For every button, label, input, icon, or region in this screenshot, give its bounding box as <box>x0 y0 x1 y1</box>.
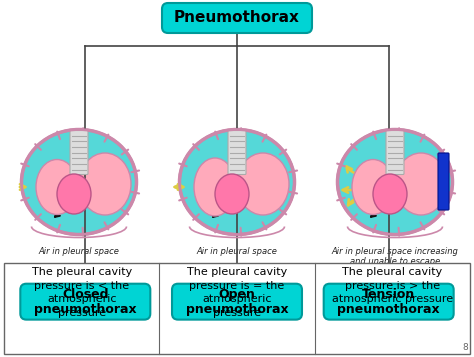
FancyBboxPatch shape <box>70 131 88 175</box>
FancyBboxPatch shape <box>20 284 150 320</box>
Text: 8: 8 <box>462 343 468 352</box>
Ellipse shape <box>21 130 137 235</box>
FancyBboxPatch shape <box>4 263 470 354</box>
Ellipse shape <box>337 130 453 235</box>
Ellipse shape <box>180 130 294 235</box>
Ellipse shape <box>352 160 394 215</box>
Text: The pleural cavity
pressure is = the
atmospheric
pressure: The pleural cavity pressure is = the atm… <box>187 267 287 318</box>
FancyBboxPatch shape <box>228 131 246 175</box>
FancyBboxPatch shape <box>324 284 454 320</box>
Text: Pneumothorax: Pneumothorax <box>174 10 300 25</box>
Ellipse shape <box>57 174 91 214</box>
FancyBboxPatch shape <box>162 3 312 33</box>
Text: Tension
pneumothorax: Tension pneumothorax <box>337 288 440 316</box>
FancyBboxPatch shape <box>172 284 302 320</box>
Text: The pleural cavity
pressure is > the
atmospheric pressure: The pleural cavity pressure is > the atm… <box>332 267 453 304</box>
FancyBboxPatch shape <box>386 131 404 175</box>
Ellipse shape <box>194 158 236 216</box>
Ellipse shape <box>36 160 78 215</box>
Ellipse shape <box>215 174 249 214</box>
Ellipse shape <box>79 153 131 215</box>
Text: Air in pleural space: Air in pleural space <box>197 247 277 256</box>
Text: Open
pneumothorax: Open pneumothorax <box>186 288 288 316</box>
Text: Air in pleural space increasing
and unable to escape: Air in pleural space increasing and unab… <box>331 247 458 266</box>
Ellipse shape <box>237 153 289 215</box>
FancyBboxPatch shape <box>438 153 449 210</box>
Ellipse shape <box>395 153 447 215</box>
Text: Closed
pneumothorax: Closed pneumothorax <box>34 288 137 316</box>
Ellipse shape <box>373 174 407 214</box>
Text: The pleural cavity
pressure is < the
atmospheric
pressure: The pleural cavity pressure is < the atm… <box>32 267 132 318</box>
Text: Air in pleural space: Air in pleural space <box>38 247 119 256</box>
